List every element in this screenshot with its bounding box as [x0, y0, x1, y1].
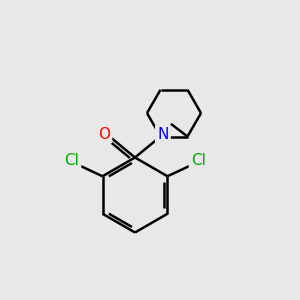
Text: Cl: Cl [191, 153, 206, 168]
Text: N: N [157, 127, 169, 142]
Text: O: O [98, 127, 110, 142]
Text: Cl: Cl [64, 153, 79, 168]
